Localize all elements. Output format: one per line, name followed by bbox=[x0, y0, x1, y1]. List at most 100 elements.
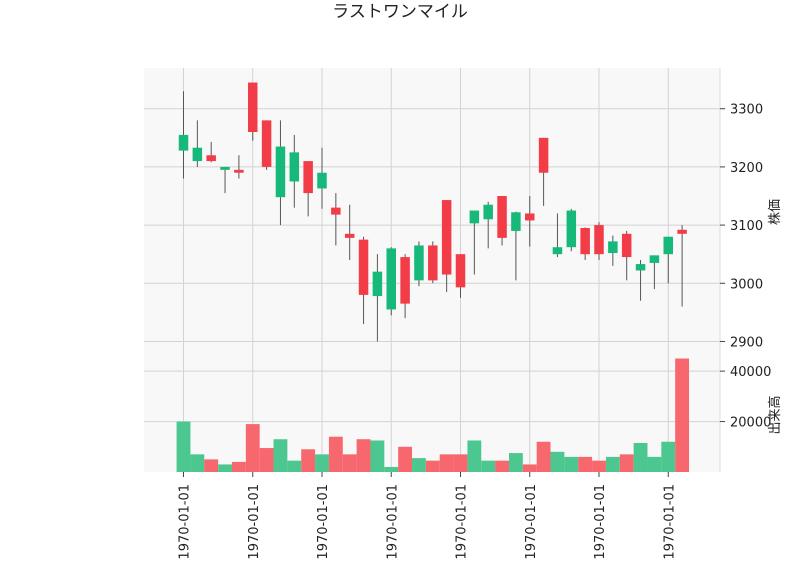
volume-bar bbox=[605, 456, 620, 472]
candle-body bbox=[358, 239, 369, 295]
x-tick-label: 1970-01-01 bbox=[178, 484, 193, 560]
candle-body bbox=[303, 161, 313, 194]
candle-body bbox=[552, 247, 563, 255]
candle-body bbox=[511, 212, 521, 231]
volume-bar bbox=[301, 449, 316, 472]
candle-body bbox=[594, 225, 604, 255]
candle-body bbox=[414, 245, 424, 281]
candle-body bbox=[317, 172, 327, 189]
x-tick-label: 1970-01-01 bbox=[455, 484, 470, 560]
price-tick-label: 2900 bbox=[730, 335, 763, 350]
volume-bar bbox=[342, 454, 357, 472]
candle-body bbox=[400, 257, 410, 304]
volume-bar bbox=[675, 358, 690, 472]
x-tick-label: 1970-01-01 bbox=[385, 484, 400, 560]
candle-body bbox=[261, 120, 272, 167]
volume-axis-label: 出来高 bbox=[767, 395, 783, 434]
volume-bar bbox=[592, 460, 606, 472]
volume-bar bbox=[218, 464, 232, 472]
price-panel-background bbox=[144, 68, 720, 356]
candle-body bbox=[497, 196, 507, 238]
candle-body bbox=[677, 229, 687, 234]
volume-bar bbox=[412, 458, 426, 472]
candle-body bbox=[234, 169, 244, 173]
volume-tick-label: 40000 bbox=[730, 365, 771, 380]
price-tick-label: 3300 bbox=[730, 103, 763, 118]
volume-bar bbox=[328, 436, 343, 472]
x-ticks: 1970-01-01 1970-01-01 1970-01-01 1970-01-01… bbox=[178, 472, 677, 560]
candle-body bbox=[248, 82, 258, 132]
candles bbox=[178, 82, 687, 342]
volume-bar bbox=[204, 459, 219, 472]
volume-bar bbox=[536, 441, 551, 472]
candle-body bbox=[538, 137, 549, 173]
candle-body bbox=[608, 241, 618, 254]
candle-body bbox=[566, 210, 577, 248]
candle-body bbox=[649, 255, 660, 263]
volume-bars bbox=[176, 358, 690, 472]
volume-bar bbox=[370, 440, 385, 472]
price-y-ticks: 2900 3000 3100 3200 3300 bbox=[720, 103, 763, 350]
volume-grid bbox=[144, 370, 720, 423]
volume-bar bbox=[578, 456, 593, 472]
volume-bar bbox=[481, 460, 496, 472]
volume-bar bbox=[661, 441, 676, 472]
candle-body bbox=[386, 248, 396, 310]
candle-body bbox=[331, 207, 341, 215]
x-tick-label: 1970-01-01 bbox=[316, 484, 331, 560]
x-tick-label: 1970-01-01 bbox=[247, 484, 262, 560]
x-tick-label: 1970-01-01 bbox=[524, 484, 539, 560]
candle-body bbox=[344, 233, 355, 238]
volume-bar bbox=[384, 466, 399, 472]
volume-bar bbox=[439, 454, 454, 472]
volume-bar bbox=[259, 448, 274, 472]
volume-bar bbox=[453, 454, 468, 472]
candle-body bbox=[178, 134, 189, 151]
x-tick-label: 1970-01-01 bbox=[593, 484, 608, 560]
candle-body bbox=[220, 166, 230, 170]
price-tick-label: 3200 bbox=[730, 161, 763, 176]
candle-body bbox=[580, 228, 590, 255]
volume-bar bbox=[176, 421, 191, 472]
candle-body bbox=[289, 152, 300, 182]
volume-bar bbox=[564, 456, 579, 472]
volume-bar bbox=[522, 464, 537, 472]
candle-body bbox=[483, 204, 493, 220]
volume-bar bbox=[550, 451, 565, 472]
volume-panel-background bbox=[144, 356, 720, 472]
volume-bar bbox=[356, 439, 371, 472]
volume-tick-label: 20000 bbox=[730, 416, 771, 431]
candle-body bbox=[192, 147, 203, 162]
volume-bar bbox=[315, 454, 329, 472]
volume-y-ticks: 20000 40000 bbox=[720, 365, 771, 431]
price-tick-label: 3100 bbox=[730, 219, 763, 234]
price-tick-label: 3000 bbox=[730, 277, 763, 292]
candle-body bbox=[428, 245, 438, 281]
candle-body bbox=[275, 146, 286, 198]
volume-bar bbox=[190, 454, 205, 472]
price-axis-label: 株価 bbox=[768, 199, 783, 225]
volume-bar bbox=[508, 453, 523, 472]
price-grid bbox=[144, 108, 720, 342]
volume-bar bbox=[633, 443, 648, 472]
volume-bar bbox=[647, 456, 662, 472]
candle-body bbox=[455, 254, 466, 288]
candle-body bbox=[469, 210, 480, 224]
x-tick-label: 1970-01-01 bbox=[662, 484, 677, 560]
volume-bar bbox=[273, 439, 288, 472]
volume-bar bbox=[245, 424, 260, 472]
volume-bar bbox=[398, 446, 413, 472]
volume-bar bbox=[287, 460, 302, 472]
candle-body bbox=[621, 233, 632, 258]
chart-title: ラストワンマイル bbox=[332, 2, 468, 22]
candle-body bbox=[525, 213, 535, 221]
candle-body bbox=[206, 155, 216, 162]
candle-body bbox=[635, 264, 646, 271]
candle-body bbox=[441, 200, 452, 275]
volume-bar bbox=[425, 460, 440, 472]
volume-bar bbox=[231, 461, 246, 472]
candle-body bbox=[372, 271, 383, 297]
volume-bar bbox=[467, 440, 482, 472]
candle-body bbox=[663, 236, 673, 255]
